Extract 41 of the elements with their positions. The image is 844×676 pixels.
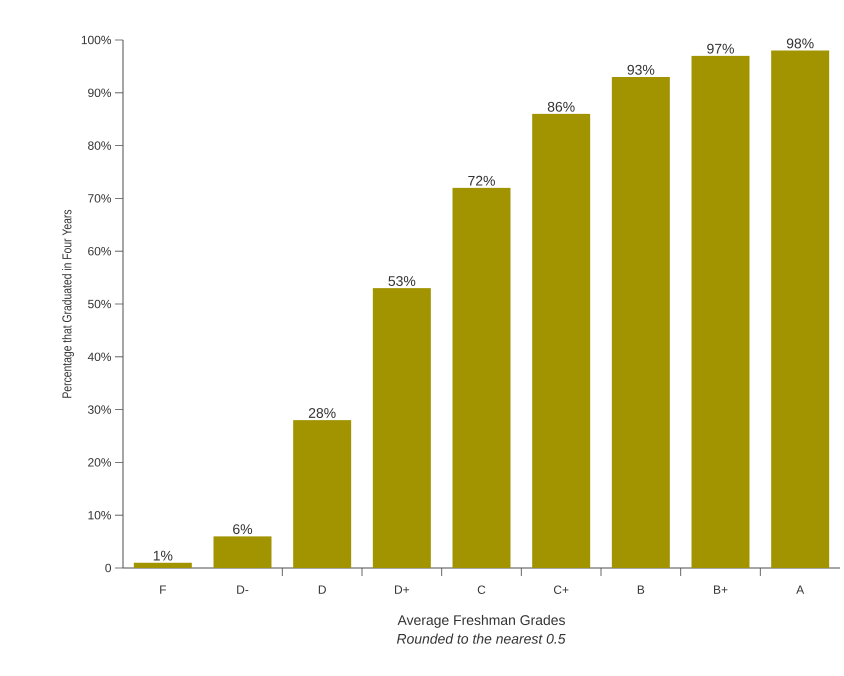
x-axis-title: Average Freshman Grades	[398, 614, 565, 628]
y-tick-label: 100%	[82, 36, 112, 44]
y-tick-label: 70%	[88, 194, 112, 203]
bar	[214, 536, 272, 568]
data-label: 6%	[233, 524, 252, 534]
bar	[612, 76, 670, 568]
y-tick-label: 90%	[88, 88, 112, 98]
y-axis-title: Percentage that Graduated in Four Years	[62, 210, 74, 398]
y-tick-label: 50%	[88, 300, 112, 308]
x-tick-label: D-	[237, 586, 248, 594]
data-label: 53%	[388, 276, 416, 286]
data-label: 1%	[154, 550, 172, 561]
x-tick-label: F	[160, 586, 166, 594]
y-tick-label: 80%	[88, 141, 112, 150]
bar	[452, 188, 511, 568]
x-tick-label: D+	[395, 586, 410, 594]
y-tick-label: 40%	[88, 352, 112, 362]
y-tick-label: 10%	[88, 510, 112, 520]
x-tick-label: C	[478, 586, 486, 594]
y-tick-label: 30%	[88, 405, 112, 414]
y-tick-label: 20%	[88, 458, 112, 467]
x-tick-label: D	[318, 586, 326, 594]
data-label: 86%	[548, 102, 575, 112]
data-label: 72%	[468, 176, 495, 186]
x-tick-label: B+	[714, 586, 728, 594]
y-tick-label: 60%	[88, 246, 112, 256]
bar	[532, 114, 590, 568]
bar	[771, 50, 830, 568]
bar	[293, 420, 352, 568]
data-label: 98%	[786, 38, 814, 48]
bar	[372, 288, 431, 568]
bar	[134, 562, 192, 568]
data-label: 97%	[707, 44, 734, 54]
x-tick-label: B	[638, 586, 644, 594]
x-tick-label: A	[796, 586, 804, 594]
data-label: 28%	[308, 408, 336, 418]
x-tick-label: C+	[554, 586, 568, 594]
text: Rounded to the nearest 0.5	[396, 634, 566, 644]
bar	[692, 56, 750, 568]
y-tick-label: 0	[105, 564, 112, 572]
data-label: 93%	[628, 64, 654, 75]
